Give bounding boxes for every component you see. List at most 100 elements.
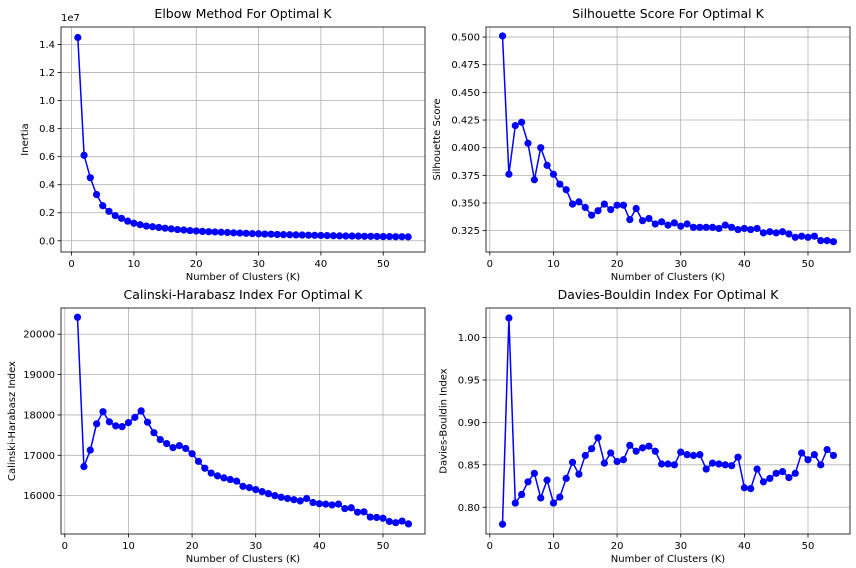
y-tick-label: 0.325 — [451, 226, 480, 237]
data-point — [74, 33, 82, 42]
data-point — [721, 221, 729, 229]
data-point — [581, 451, 589, 460]
x-tick-label: 40 — [738, 259, 751, 270]
data-point — [226, 475, 234, 484]
data-point — [632, 204, 640, 213]
data-point — [252, 486, 260, 494]
axes-frame — [60, 307, 426, 535]
data-point — [124, 419, 133, 427]
series-line — [501, 317, 835, 525]
data-point — [817, 461, 825, 469]
data-point — [277, 493, 285, 501]
data-point — [817, 237, 825, 245]
data-point — [607, 206, 615, 214]
y-tick-label: 0.500 — [451, 33, 480, 44]
data-point — [537, 494, 545, 502]
y-tick-label: 0.8 — [39, 124, 55, 135]
data-point — [379, 514, 387, 522]
x-tick-label: 0 — [68, 259, 74, 270]
data-point — [248, 230, 256, 238]
data-point — [568, 200, 577, 208]
data-point — [549, 499, 558, 507]
x-tick-label: 40 — [313, 541, 326, 552]
data-point — [715, 460, 723, 468]
data-point — [261, 230, 269, 238]
x-tick-label: 40 — [738, 541, 751, 552]
data-point — [111, 211, 119, 220]
data-point — [142, 222, 150, 230]
data-point — [211, 228, 219, 236]
axes-frame — [485, 307, 851, 535]
data-point — [518, 490, 526, 499]
data-point — [239, 482, 247, 490]
y-axis-label: Calinski-Harabasz Index — [7, 361, 18, 481]
y-tick-label: 0.400 — [451, 143, 480, 154]
data-point — [778, 468, 787, 476]
data-point — [778, 228, 787, 236]
x-tick-label: 20 — [186, 541, 199, 552]
data-point — [169, 444, 177, 452]
x-axis-label: Number of Clusters (K) — [611, 272, 726, 283]
data-point — [638, 444, 647, 452]
data-point — [619, 456, 628, 464]
data-point — [245, 483, 253, 492]
data-point — [273, 230, 281, 239]
data-point — [505, 314, 513, 322]
data-point — [708, 223, 717, 231]
data-point — [182, 444, 190, 453]
data-point — [80, 463, 88, 471]
data-point — [130, 219, 138, 227]
chart-1: 0 10 20 30 40 50 0.0 0.2 0.4 0.6 0.8 1.0 1.2 1.4 Elbow… — [20, 6, 426, 283]
data-point — [290, 496, 298, 504]
x-tick-label: 10 — [128, 259, 141, 270]
data-point — [791, 233, 799, 241]
data-point — [677, 448, 685, 456]
y-axis-label: Silhouette Score — [432, 98, 443, 180]
data-point — [367, 232, 375, 240]
data-point — [217, 228, 225, 236]
data-point — [143, 418, 152, 426]
data-point — [99, 202, 107, 210]
data-point — [556, 180, 564, 188]
y-tick-label: 18000 — [23, 410, 55, 421]
data-point — [505, 170, 513, 178]
data-point — [530, 176, 538, 184]
data-point — [575, 470, 583, 478]
data-point — [823, 237, 831, 245]
axes-frame — [485, 26, 851, 253]
y-tick-label: 19000 — [23, 370, 55, 381]
data-point — [689, 223, 698, 231]
data-point — [283, 494, 292, 503]
data-point — [242, 229, 250, 237]
data-point — [315, 500, 323, 508]
data-point — [341, 504, 349, 513]
data-point — [86, 174, 94, 182]
data-point — [721, 461, 729, 469]
data-point — [670, 219, 678, 227]
data-point — [309, 498, 317, 507]
data-point — [638, 217, 647, 225]
data-point — [734, 453, 742, 461]
data-point — [136, 221, 144, 229]
data-point — [747, 225, 755, 234]
data-point — [645, 214, 653, 223]
data-point — [292, 231, 300, 239]
data-point — [740, 224, 748, 233]
data-point — [562, 474, 570, 483]
y-tick-label: 20000 — [23, 330, 55, 341]
data-point — [173, 225, 182, 234]
data-point — [651, 220, 659, 228]
data-point — [759, 229, 768, 237]
data-point — [728, 223, 736, 231]
y-tick-label: 0.375 — [451, 171, 480, 182]
x-tick-label: 0 — [487, 259, 493, 270]
data-point — [296, 497, 304, 505]
x-tick-label: 0 — [62, 541, 68, 552]
data-point — [360, 232, 369, 240]
data-point — [207, 469, 215, 477]
data-point — [613, 457, 621, 466]
x-tick-label: 30 — [674, 541, 687, 552]
data-point — [366, 513, 374, 521]
data-point — [233, 477, 241, 485]
y-tick-label: 1.0 — [39, 96, 55, 107]
